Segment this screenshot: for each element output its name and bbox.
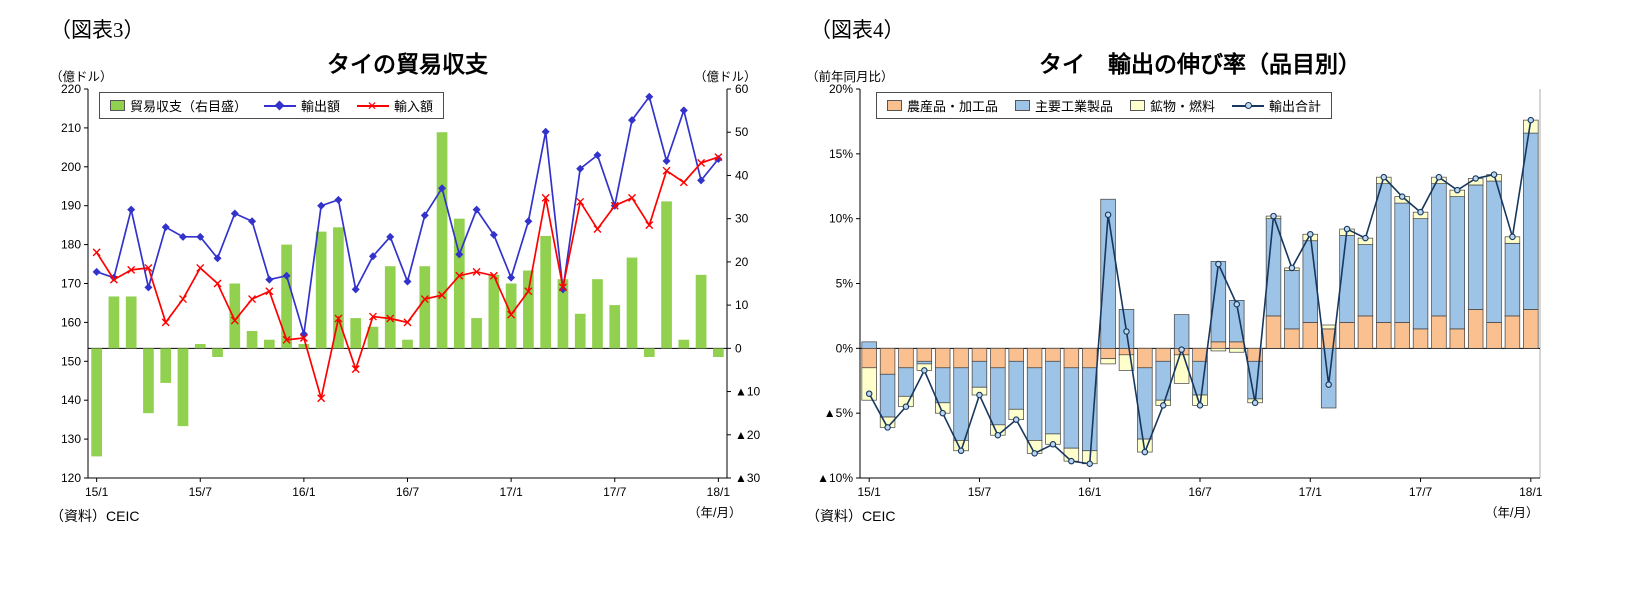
legend-item-agri: 農産品・加工品 xyxy=(887,96,998,115)
svg-text:190: 190 xyxy=(61,199,81,213)
legend-item-exports: 輸出額 xyxy=(264,96,340,115)
svg-text:220: 220 xyxy=(61,82,81,96)
svg-text:18/1: 18/1 xyxy=(707,485,731,499)
svg-text:200: 200 xyxy=(61,160,81,174)
fig3-title: タイの貿易収支 xyxy=(327,51,488,77)
legend-item-trade-balance: 貿易収支（右目盛） xyxy=(110,96,247,115)
svg-text:15/1: 15/1 xyxy=(858,485,882,499)
import-line-icon xyxy=(357,99,390,113)
legend-label-imports: 輸入額 xyxy=(394,99,434,114)
fig3-left-axis-unit: （億ドル） xyxy=(50,70,113,84)
svg-text:0%: 0% xyxy=(836,341,854,355)
svg-text:▲10%: ▲10% xyxy=(817,471,853,485)
svg-text:210: 210 xyxy=(61,121,81,135)
legend-label-minerals: 鉱物・燃料 xyxy=(1150,99,1216,114)
legend-label-agri: 農産品・加工品 xyxy=(907,99,999,114)
svg-text:15/1: 15/1 xyxy=(85,485,109,499)
export-line-icon xyxy=(264,100,297,112)
legend-item-minerals: 鉱物・燃料 xyxy=(1130,96,1215,115)
svg-text:30: 30 xyxy=(735,212,749,226)
svg-text:15%: 15% xyxy=(829,147,853,161)
svg-text:140: 140 xyxy=(61,393,81,407)
svg-text:150: 150 xyxy=(61,354,81,368)
total-export-line-icon xyxy=(1232,100,1265,112)
svg-text:▲30: ▲30 xyxy=(735,471,761,485)
fig3-xaxis-unit: （年/月） xyxy=(688,506,742,520)
fig3-tag: （図表3） xyxy=(50,18,145,42)
fig4-tag: （図表4） xyxy=(810,18,905,42)
svg-text:50: 50 xyxy=(735,125,749,139)
svg-text:17/7: 17/7 xyxy=(1409,485,1433,499)
legend-label-total-exports: 輸出合計 xyxy=(1269,99,1322,114)
legend-item-total-exports: 輸出合計 xyxy=(1232,96,1321,115)
svg-text:0: 0 xyxy=(735,341,742,355)
svg-text:15/7: 15/7 xyxy=(189,485,213,499)
svg-text:40: 40 xyxy=(735,168,749,182)
import-value-line xyxy=(92,153,723,403)
fig3-legend: 貿易収支（右目盛） 輸出額 輸入額 xyxy=(99,92,445,119)
svg-text:16/7: 16/7 xyxy=(1188,485,1212,499)
fig4-plot: ▲10% ▲5% 0% 5% 10% 15% 20% 15/1 15/7 16/1 16/7 17/1… xyxy=(817,82,1543,499)
svg-text:170: 170 xyxy=(61,277,81,291)
agri-bar-icon xyxy=(887,100,902,111)
industrial-bar-icon xyxy=(1015,100,1031,111)
trade-balance-bars xyxy=(91,132,724,457)
fig4-yaxis-unit: （前年同月比） xyxy=(806,70,894,84)
fig4-title: タイ 輸出の伸び率（品目別） xyxy=(1039,51,1361,77)
fig4-legend: 農産品・加工品 主要工業製品 鉱物・燃料 輸出合計 xyxy=(876,92,1333,119)
legend-item-imports: 輸入額 xyxy=(357,96,433,115)
svg-text:17/1: 17/1 xyxy=(1299,485,1323,499)
export-growth-stacked-bars xyxy=(861,119,1539,465)
minerals-bar-icon xyxy=(1130,100,1146,111)
fig3-source: （資料）CEIC xyxy=(50,508,140,524)
svg-text:17/1: 17/1 xyxy=(499,485,523,499)
svg-text:60: 60 xyxy=(735,82,749,96)
fig3-plot: 120130140150160170180190200210220▲30▲20▲… xyxy=(61,82,761,499)
svg-text:17/7: 17/7 xyxy=(603,485,627,499)
svg-text:180: 180 xyxy=(61,238,81,252)
fig3-right-axis-unit: （億ドル） xyxy=(694,70,757,84)
legend-label-industrial: 主要工業製品 xyxy=(1035,99,1114,114)
svg-text:▲5%: ▲5% xyxy=(824,406,854,420)
svg-text:18/1: 18/1 xyxy=(1519,485,1543,499)
svg-text:16/1: 16/1 xyxy=(292,485,316,499)
svg-text:16/7: 16/7 xyxy=(396,485,420,499)
svg-text:160: 160 xyxy=(61,315,81,329)
svg-text:130: 130 xyxy=(61,432,81,446)
legend-label-exports: 輸出額 xyxy=(301,99,341,114)
svg-text:5%: 5% xyxy=(836,277,854,291)
svg-text:15/7: 15/7 xyxy=(968,485,992,499)
svg-text:10: 10 xyxy=(735,298,749,312)
fig4-xaxis-unit: （年/月） xyxy=(1485,506,1539,520)
svg-text:20: 20 xyxy=(735,255,749,269)
svg-text:16/1: 16/1 xyxy=(1078,485,1102,499)
svg-text:10%: 10% xyxy=(829,212,853,226)
total-export-line xyxy=(865,116,1535,467)
trade-balance-bar-icon xyxy=(110,100,125,111)
svg-text:20%: 20% xyxy=(829,82,853,96)
fig4-source: （資料）CEIC xyxy=(806,508,896,524)
svg-text:▲20: ▲20 xyxy=(735,428,761,442)
legend-item-industrial: 主要工業製品 xyxy=(1015,96,1113,115)
svg-text:120: 120 xyxy=(61,471,81,485)
svg-text:▲10: ▲10 xyxy=(735,385,761,399)
legend-label-trade-balance: 貿易収支（右目盛） xyxy=(130,99,248,114)
